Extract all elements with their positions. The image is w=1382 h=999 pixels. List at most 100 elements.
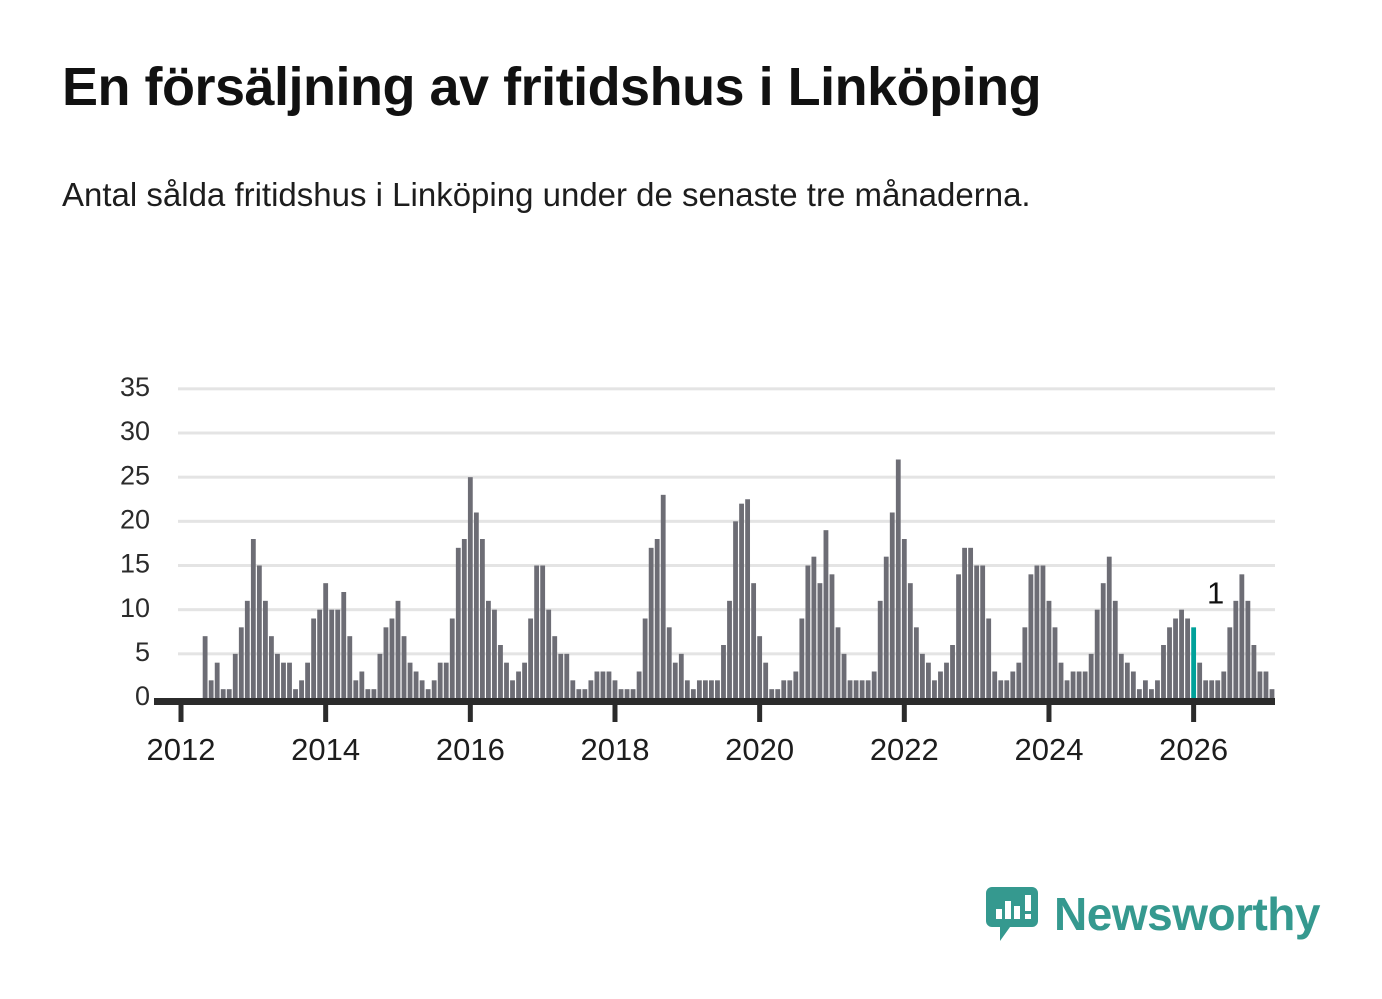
x-tick [1046, 705, 1052, 722]
bar [407, 662, 413, 698]
y-axis-tick-labels: 0 5 10 15 20 25 30 35 [120, 372, 150, 711]
bar [1197, 662, 1203, 698]
bar [1112, 600, 1118, 698]
bar [1118, 653, 1124, 698]
bar [919, 653, 925, 698]
bar [479, 539, 485, 698]
bar [226, 689, 232, 698]
bar [486, 600, 491, 698]
logo-wordmark: Newsworthy [1054, 888, 1320, 940]
bar [498, 645, 503, 698]
bar [504, 662, 509, 698]
x-axis-ticks [178, 705, 1197, 722]
bar [612, 680, 618, 698]
bar [721, 645, 726, 698]
bar [1239, 574, 1245, 698]
bar [992, 671, 998, 698]
x-tick [757, 705, 763, 722]
bar [986, 618, 992, 698]
bar [1010, 671, 1016, 698]
bar [311, 618, 317, 698]
bar [473, 512, 479, 698]
bar [202, 636, 208, 698]
bar [642, 618, 648, 698]
bar [522, 662, 527, 698]
bar [305, 662, 310, 698]
bar-chart: 0 5 10 15 20 25 30 35 2012 2014 2016 2018 2020 2022 2… [0, 355, 1382, 775]
bar [853, 680, 859, 698]
bar [232, 653, 238, 698]
axis-line [154, 698, 1275, 705]
bar [889, 512, 895, 698]
bar [751, 583, 757, 698]
x-tick [612, 705, 618, 722]
bar [1173, 618, 1178, 698]
bar [323, 583, 329, 698]
value-label-group: 1 [1207, 575, 1224, 610]
bar [648, 547, 654, 698]
bar [455, 547, 461, 698]
bar [395, 600, 401, 698]
highlight-value-label: 1 [1207, 575, 1224, 610]
bar [437, 662, 443, 698]
bar [244, 600, 250, 698]
x-tick-label: 2018 [581, 732, 650, 767]
bar [727, 600, 732, 698]
gridlines [178, 387, 1275, 656]
x-tick-label: 2022 [870, 732, 939, 767]
bar [425, 689, 431, 698]
bar [859, 680, 865, 698]
bar [968, 547, 974, 698]
x-axis-line [154, 698, 1275, 705]
bar [841, 653, 847, 698]
y-tick-label: 35 [120, 372, 150, 402]
bar [1064, 680, 1070, 698]
bar [630, 689, 636, 698]
bar [576, 689, 582, 698]
bar [1034, 565, 1040, 698]
y-tick-label: 15 [120, 549, 150, 579]
bar [461, 539, 467, 698]
bar [871, 671, 877, 698]
bar-series [202, 459, 1275, 698]
bar [359, 671, 365, 698]
bar [546, 609, 552, 698]
gridline [178, 387, 1275, 391]
bar [883, 556, 889, 698]
bar [431, 680, 437, 698]
bar [998, 680, 1004, 698]
bar [600, 671, 606, 698]
bar [1269, 689, 1275, 698]
bar [1167, 627, 1172, 698]
bar [540, 565, 546, 698]
bar [299, 680, 304, 698]
bar [1046, 600, 1052, 698]
bar [745, 499, 751, 698]
bar [678, 653, 684, 698]
bar [287, 662, 292, 698]
bar [413, 671, 419, 698]
bar [401, 636, 407, 698]
bar [329, 609, 335, 698]
bar [564, 653, 570, 698]
bar [811, 556, 817, 698]
bar [938, 671, 943, 698]
bar [317, 609, 323, 698]
gridline [178, 564, 1275, 567]
bar [690, 689, 696, 698]
bar [974, 565, 980, 698]
bar [1100, 583, 1106, 698]
bar [208, 680, 214, 698]
bar [335, 609, 341, 698]
bar [1124, 662, 1130, 698]
bar [618, 689, 624, 698]
bar [510, 680, 515, 698]
bar [582, 689, 588, 698]
newsworthy-logo[interactable]: Newsworthy [984, 885, 1320, 943]
bar [371, 689, 377, 698]
x-tick [901, 705, 907, 722]
bar [1088, 653, 1094, 698]
bar [1016, 662, 1022, 698]
bar [672, 662, 678, 698]
